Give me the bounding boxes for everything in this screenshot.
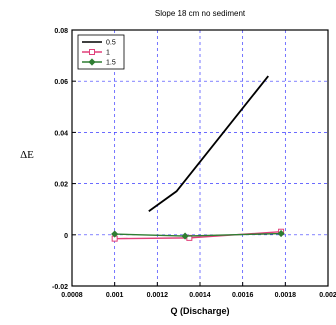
y-axis-label: ΔE — [20, 149, 34, 161]
series-layer — [111, 75, 285, 242]
x-tick-label: 0.0016 — [232, 292, 254, 299]
series-line — [114, 232, 282, 237]
legend-label: 1.5 — [106, 60, 116, 67]
grid — [72, 30, 328, 286]
series-line — [148, 75, 269, 212]
x-tick-label: 0.001 — [106, 292, 124, 299]
legend-label: 1 — [106, 50, 110, 57]
point-square — [89, 49, 95, 55]
axis-ticks: 0.0008 0.001 0.0012 0.0014 0.0016 0.0018 0.002… — [52, 28, 336, 299]
point-diamond — [277, 229, 285, 238]
x-axis-label: Q (Discharge) — [170, 306, 229, 316]
legend-item: 0.5 — [82, 40, 116, 47]
y-tick-label: -0.02 — [52, 284, 68, 291]
series-1-5 — [111, 229, 285, 240]
chart-title: Slope 18 cm no sediment — [155, 9, 246, 18]
x-tick-label: 0.0012 — [147, 292, 169, 299]
x-tick-label: 0.0008 — [61, 292, 83, 299]
y-tick-label: 0.06 — [54, 79, 68, 86]
y-tick-label: 0.02 — [54, 182, 68, 189]
x-tick-label: 0.002 — [319, 292, 336, 299]
point-diamond — [111, 230, 119, 238]
legend-label: 0.5 — [106, 40, 116, 47]
y-tick-label: 0.08 — [54, 28, 68, 35]
x-tick-label: 0.0018 — [275, 292, 297, 299]
y-tick-label: 0.04 — [54, 130, 68, 137]
x-tick-label: 0.0014 — [189, 292, 211, 299]
series-0-5 — [148, 75, 269, 212]
y-tick-label: 0 — [64, 233, 68, 240]
point-diamond — [88, 58, 96, 66]
legend-item: 1.5 — [82, 58, 116, 67]
legend: 0.5 1 1.5 — [77, 34, 125, 70]
point-diamond — [181, 232, 189, 240]
legend-item: 1 — [82, 49, 110, 57]
